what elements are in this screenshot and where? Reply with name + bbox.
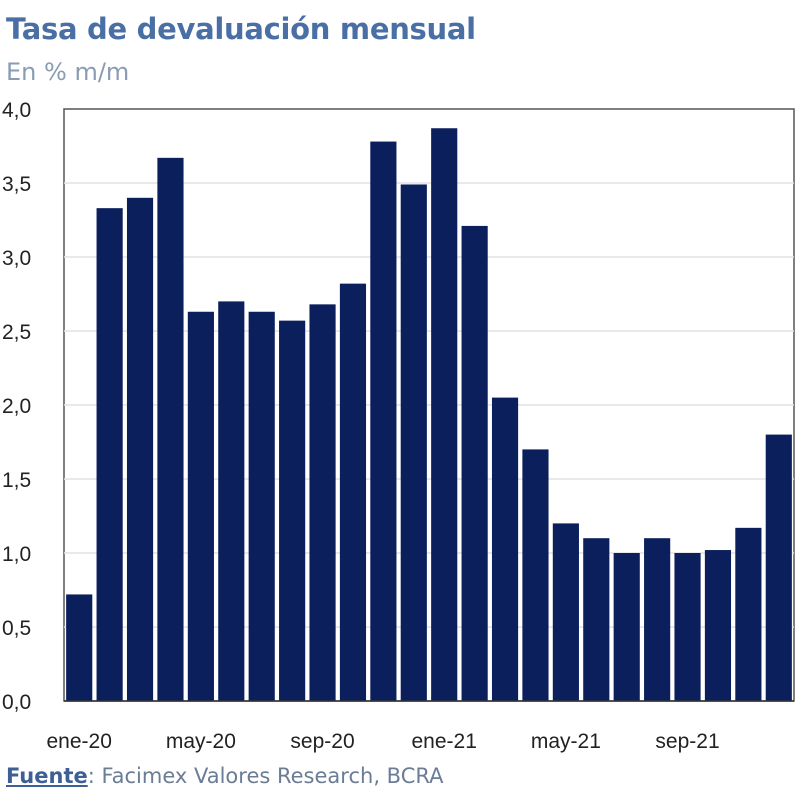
bar-nov-21 [735, 527, 762, 701]
bar-jun-21 [583, 538, 610, 701]
bar-may-21 [552, 523, 579, 701]
bar-abr-21 [522, 449, 549, 701]
y-tick-label: 1,0 [2, 543, 31, 566]
y-tick-label: 2,0 [2, 395, 31, 418]
bar-ene-21 [431, 128, 458, 702]
x-tick-label: ene-21 [412, 730, 477, 753]
bar-ene-20 [66, 594, 93, 701]
gridlines [64, 182, 794, 628]
x-axis-ticks: ene-20 may-20 sep-20 ene-21 may-21 sep-21 [47, 730, 720, 753]
bar-chart: 0,0 0,5 1,0 1,5 2,0 2,5 3,0 3,5 4,0 ene-20 may-20… [2, 99, 795, 753]
bar-jul-21 [613, 553, 640, 701]
bar-sep-20 [309, 304, 336, 701]
bar-ago-20 [279, 320, 306, 701]
y-tick-label: 0,0 [2, 691, 31, 714]
source-note: Fuente: Facimex Valores Research, BCRA [6, 764, 443, 788]
bar-sep-21 [674, 553, 701, 701]
y-tick-label: 0,5 [2, 617, 31, 640]
source-label: Fuente [6, 764, 88, 788]
bar-mar-20 [126, 197, 154, 702]
bar-dic-21 [765, 434, 792, 701]
bar-mar-21 [491, 397, 519, 701]
bar-ago-21 [644, 538, 671, 701]
y-tick-label: 2,5 [2, 321, 31, 344]
chart-subtitle: En % m/m [6, 58, 130, 86]
bar-oct-21 [704, 550, 732, 701]
bar-jul-20 [248, 311, 275, 701]
y-tick-label: 4,0 [2, 99, 31, 122]
source-text: : Facimex Valores Research, BCRA [87, 764, 444, 788]
chart-title: Tasa de devaluación mensual [6, 12, 476, 46]
bar-abr-20 [157, 157, 184, 702]
x-tick-label: ene-20 [47, 730, 112, 753]
x-tick-label: may-21 [531, 730, 601, 753]
y-tick-label: 3,5 [2, 173, 31, 196]
bar-feb-20 [96, 208, 123, 701]
bar-dic-20 [400, 184, 427, 702]
bars [66, 128, 792, 702]
y-tick-label: 3,0 [2, 247, 31, 270]
bar-oct-20 [339, 283, 367, 701]
x-tick-label: sep-21 [655, 730, 719, 753]
bar-may-20 [187, 311, 214, 701]
y-axis-ticks: 0,0 0,5 1,0 1,5 2,0 2,5 3,0 3,5 4,0 [2, 99, 31, 714]
x-tick-label: sep-20 [290, 730, 354, 753]
bar-feb-21 [461, 225, 488, 702]
x-tick-label: may-20 [166, 730, 236, 753]
bar-jun-20 [218, 301, 245, 701]
y-tick-label: 1,5 [2, 469, 31, 492]
bar-nov-20 [370, 141, 397, 701]
